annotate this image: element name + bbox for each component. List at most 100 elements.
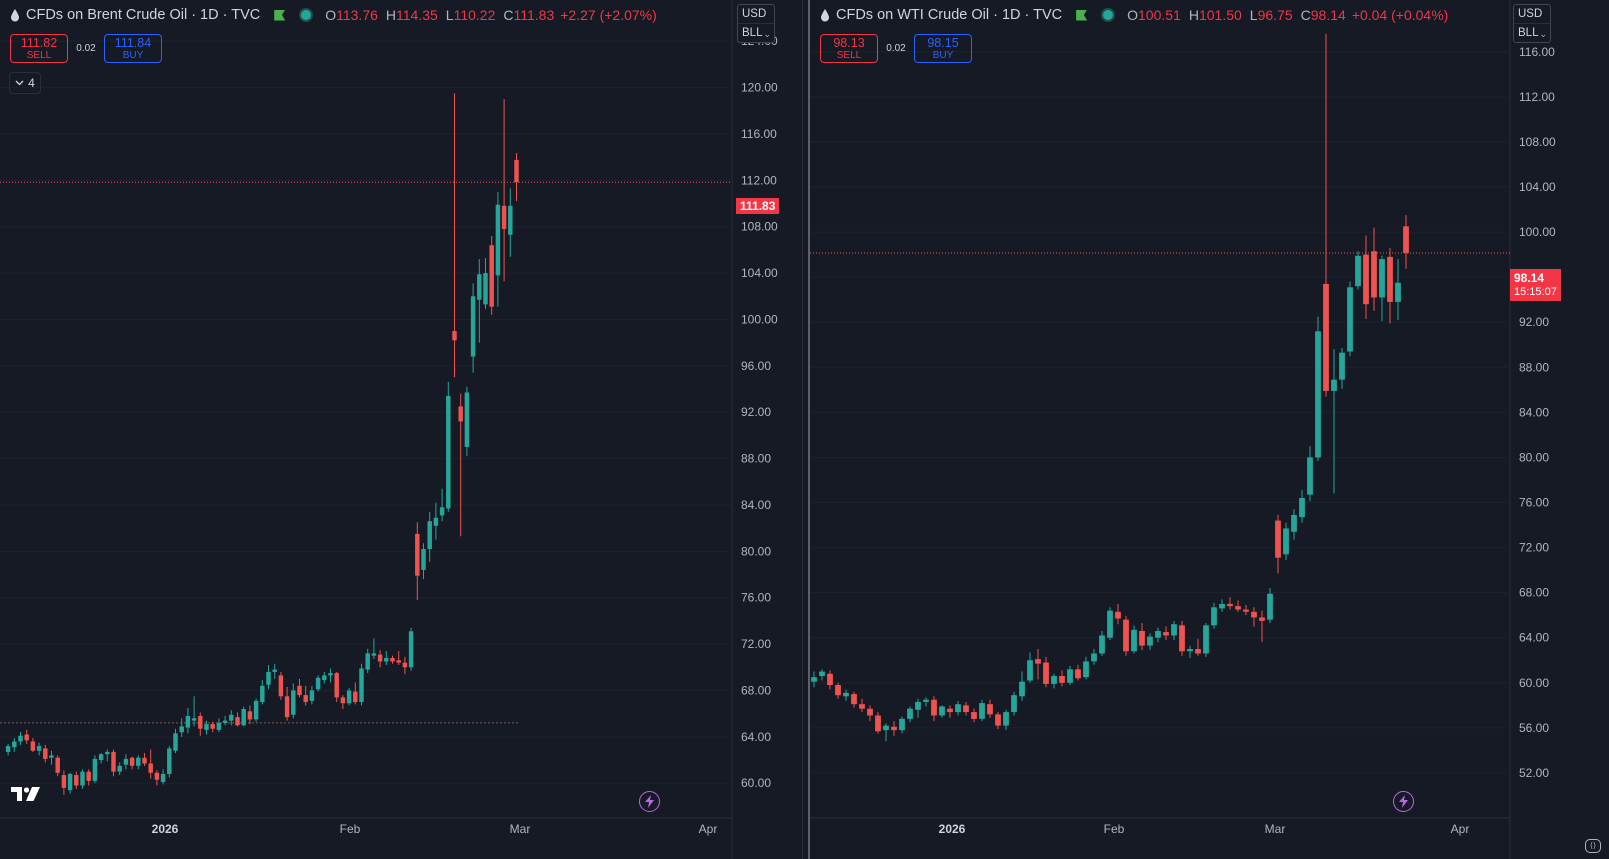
last-price-value: 98.14: [1514, 271, 1545, 285]
y-tick-label: 68.00: [741, 683, 771, 697]
y-tick-label: 68.00: [1519, 586, 1549, 600]
candle-body: [1243, 609, 1249, 612]
candle-body: [1163, 632, 1169, 636]
candle-body: [105, 751, 110, 755]
ohlc-high-value: 101.50: [1198, 7, 1242, 23]
candle-body: [315, 677, 321, 690]
flash-icon[interactable]: [639, 791, 660, 812]
y-tick-label: 56.00: [1519, 721, 1549, 735]
candle-body: [875, 715, 881, 732]
candle-body: [408, 631, 414, 668]
candle-body: [452, 331, 457, 341]
y-tick-label: 72.00: [741, 637, 771, 651]
candle-body: [303, 695, 308, 703]
buy-label: BUY: [932, 50, 954, 61]
candle-body: [464, 392, 470, 447]
candle-body: [433, 517, 439, 526]
currency-unit-selector[interactable]: USD BLL ⌄: [737, 4, 775, 43]
candle-body: [1123, 619, 1129, 652]
candle-body: [334, 673, 339, 698]
candle-body: [136, 757, 141, 766]
candle-body: [899, 718, 905, 731]
candle-body: [1107, 610, 1113, 638]
candle-body: [931, 699, 937, 716]
buy-label: BUY: [122, 50, 144, 61]
chevron-down-icon: [15, 80, 24, 86]
candle-body: [160, 773, 166, 783]
sell-label: SELL: [836, 50, 862, 61]
y-tick-label: 92.00: [1519, 315, 1549, 329]
ohlc-high-label: H: [1188, 7, 1199, 23]
sell-price: 98.13: [833, 36, 865, 50]
flash-icon[interactable]: [1393, 791, 1414, 812]
candle-body: [1043, 662, 1049, 684]
y-tick-label: 60.00: [1519, 676, 1549, 690]
unit-label: BLL: [1518, 27, 1539, 39]
candle-body: [514, 159, 519, 183]
symbol-title[interactable]: CFDs on Brent Crude Oil · 1D · TVC: [26, 7, 261, 23]
candle-body: [340, 697, 346, 704]
symbol-legend: CFDs on WTI Crude Oil · 1D · TVC O 100.51…: [820, 7, 1448, 23]
indicators-toggle[interactable]: 4: [9, 72, 41, 94]
sell-button[interactable]: 111.82 SELL: [10, 34, 68, 63]
symbol-title[interactable]: CFDs on WTI Crude Oil · 1D · TVC: [836, 7, 1063, 23]
flag-icon[interactable]: [1076, 9, 1088, 21]
y-tick-label: 116.00: [741, 127, 777, 141]
x-tick-label: Mar: [510, 822, 531, 836]
candle-body: [123, 758, 129, 765]
candle-body: [1267, 593, 1273, 620]
currency-select[interactable]: USD: [738, 5, 774, 24]
candle-body: [272, 669, 277, 672]
candle-body: [987, 704, 993, 715]
unit-select[interactable]: BLL ⌄: [1514, 24, 1550, 42]
candle-body: [483, 273, 488, 305]
candlestick-chart-wti[interactable]: 116.00112.00108.00104.00100.0096.0092.00…: [810, 0, 1609, 859]
candle-body: [489, 245, 494, 307]
candle-body: [1315, 331, 1321, 458]
chart-pane-wti[interactable]: 116.00112.00108.00104.00100.0096.0092.00…: [808, 0, 1609, 859]
candle-body: [971, 712, 977, 719]
candle-body: [439, 507, 445, 516]
candle-body: [883, 725, 889, 731]
candle-body: [1155, 630, 1161, 638]
y-tick-label: 52.00: [1519, 766, 1549, 780]
candle-body: [260, 685, 265, 703]
unit-select[interactable]: BLL ⌄: [738, 24, 774, 42]
axis-settings-icon[interactable]: ⟨⟩: [1585, 839, 1601, 853]
candle-body: [1027, 660, 1033, 681]
candle-body: [1403, 226, 1409, 254]
symbol-legend: CFDs on Brent Crude Oil · 1D · TVC O 113.…: [10, 7, 657, 23]
tradingview-logo[interactable]: [11, 786, 41, 802]
y-tick-label: 84.00: [741, 498, 771, 512]
candle-body: [955, 704, 961, 713]
x-tick-label: Feb: [1104, 822, 1125, 836]
candle-body: [1019, 681, 1025, 697]
candle-body: [923, 699, 929, 702]
indicators-count: 4: [28, 76, 35, 90]
chevron-down-icon: ⌄: [763, 29, 771, 39]
candle-body: [1219, 603, 1225, 609]
y-tick-label: 116.00: [1519, 45, 1555, 59]
candle-body: [284, 696, 290, 718]
candle-body: [1091, 653, 1097, 662]
candle-body: [49, 755, 54, 758]
candle-body: [129, 757, 135, 766]
chart-pane-brent[interactable]: 124.00120.00116.00112.00108.00104.00100.…: [0, 0, 803, 859]
sell-button[interactable]: 98.13 SELL: [820, 34, 878, 63]
ohlc-low-label: L: [445, 7, 454, 23]
currency-unit-selector[interactable]: USD BLL ⌄: [1513, 4, 1551, 43]
candlestick-chart-brent[interactable]: 124.00120.00116.00112.00108.00104.00100.…: [0, 0, 802, 859]
candle-body: [947, 708, 953, 713]
buy-button[interactable]: 111.84 BUY: [104, 34, 162, 63]
flag-icon[interactable]: [274, 9, 286, 21]
currency-select[interactable]: USD: [1514, 5, 1550, 24]
x-tick-label: Apr: [1451, 822, 1470, 836]
y-tick-label: 100.00: [1519, 225, 1556, 239]
candle-body: [963, 705, 969, 713]
buy-button[interactable]: 98.15 BUY: [914, 34, 972, 63]
trade-buttons: 98.13 SELL 0.02 98.15 BUY: [820, 34, 972, 63]
y-tick-label: 108.00: [1519, 135, 1556, 149]
y-tick-label: 64.00: [741, 730, 771, 744]
candle-body: [1299, 498, 1305, 518]
ohlc-open-label: O: [1127, 7, 1139, 23]
